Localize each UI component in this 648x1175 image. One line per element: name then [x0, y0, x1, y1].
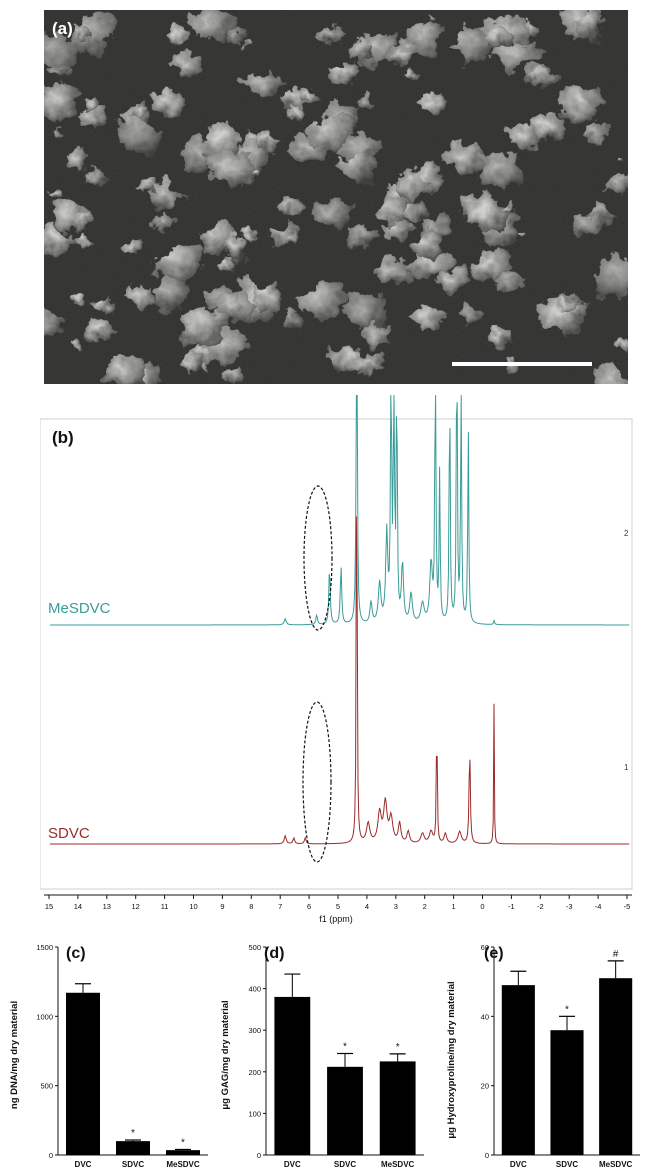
y-tick-label: 1500 — [36, 943, 53, 952]
panel-label-e: (e) — [484, 945, 504, 962]
dna-y-axis-label: ng DNA/mg dry material — [9, 1001, 20, 1109]
y-tick-label: 0 — [485, 1151, 489, 1160]
panel-label-b: (b) — [52, 428, 74, 447]
bar-dvc — [66, 992, 100, 1155]
ppm-tick-label: 12 — [132, 902, 140, 911]
ppm-tick-label: 14 — [74, 902, 82, 911]
bar-mesdvc — [166, 1150, 200, 1155]
x-category-label: DVC — [284, 1160, 301, 1169]
gag-y-axis-label: μg GAG/mg dry material — [220, 1000, 231, 1109]
ppm-tick-label: -3 — [566, 902, 573, 911]
nmr-spectra-panel: (b) MeSDVC SDVC 2 1 15 14 13 12 11 10 9 8 7 6 5 4 3 2… — [39, 394, 640, 925]
trace-label-mesdvc: MeSDVC — [48, 600, 111, 617]
bar-mesdvc — [599, 978, 633, 1155]
x-category-label: MeSDVC — [381, 1160, 415, 1169]
mesdvc-spectrum-line — [50, 394, 630, 626]
y-tick-label: 400 — [248, 985, 261, 994]
x-category-label: MeSDVC — [599, 1160, 633, 1169]
ppm-axis-ticks: 15 14 13 12 11 10 9 8 7 6 5 4 3 2 1 0 -1 -2 -3 -4 -5 — [45, 895, 631, 911]
ppm-tick-label: 4 — [365, 902, 369, 911]
x-category-label: SDVC — [556, 1160, 578, 1169]
dna-bar-chart: 0 500 1000 1500 DVC * SDVC * MeSDVC (c) ng DNA/m… — [9, 943, 208, 1169]
x-category-label: SDVC — [122, 1160, 144, 1169]
bar-sdvc — [327, 1066, 363, 1155]
bar-sdvc — [550, 1030, 584, 1155]
significance-mark: # — [613, 949, 619, 960]
bar-sdvc — [116, 1141, 150, 1155]
y-tick-label: 0 — [49, 1151, 53, 1160]
ppm-tick-label: -2 — [537, 902, 544, 911]
sdvc-spectrum-line — [50, 516, 630, 845]
sem-micrograph-panel: (a) — [44, 10, 628, 384]
significance-mark: * — [565, 1004, 569, 1015]
x-category-label: SDVC — [334, 1160, 356, 1169]
y-tick-label: 20 — [481, 1082, 489, 1091]
ppm-tick-label: 1 — [452, 902, 456, 911]
ppm-tick-label: 5 — [336, 902, 340, 911]
ppm-tick-label: 10 — [189, 902, 197, 911]
y-tick-label: 40 — [481, 1012, 489, 1021]
hydroxyproline-bar-chart-panel: 0 20 40 60 DVC * SDVC # MeSDVC (e) μg Hydroxypro… — [432, 925, 648, 1170]
bar-dvc — [274, 996, 311, 1155]
nmr-spectra-chart: (b) MeSDVC SDVC 2 1 15 14 13 12 11 10 9 8 7 6 5 4 3 2… — [39, 394, 633, 924]
ppm-tick-label: 3 — [394, 902, 398, 911]
significance-mark: * — [131, 1128, 135, 1139]
ppm-tick-label: 9 — [220, 902, 224, 911]
y-tick-label: 1000 — [36, 1012, 53, 1021]
nmr-frame — [39, 418, 633, 890]
significance-mark: * — [181, 1137, 185, 1148]
ppm-tick-label: 6 — [307, 902, 311, 911]
ppm-axis-label: f1 (ppm) — [319, 914, 353, 924]
x-category-label: MeSDVC — [166, 1160, 200, 1169]
gag-bar-chart: 0 100 200 300 400 500 DVC * SDVC * MeSDVC (d) μg G… — [220, 943, 424, 1169]
y-tick-label: 500 — [40, 1082, 53, 1091]
dna-bar-chart-panel: 0 500 1000 1500 DVC * SDVC * MeSDVC (c) ng DNA/m… — [0, 925, 216, 1170]
significance-mark: * — [396, 1042, 400, 1053]
ppm-tick-label: 8 — [249, 902, 253, 911]
ppm-tick-label: 7 — [278, 902, 282, 911]
ppm-tick-label: 11 — [161, 902, 169, 911]
ppm-tick-label: 15 — [45, 902, 53, 911]
ppm-tick-label: -1 — [508, 902, 515, 911]
panel-label-d: (d) — [264, 945, 284, 962]
y-tick-label: 200 — [248, 1068, 261, 1077]
bar-mesdvc — [379, 1061, 416, 1155]
y-tick-label: 100 — [248, 1109, 261, 1118]
y-tick-label: 60 — [481, 943, 489, 952]
ppm-tick-label: 0 — [480, 902, 484, 911]
hydroxyproline-y-axis-label: μg Hydroxyproline/mg dry material — [446, 981, 457, 1138]
ppm-tick-label: -4 — [595, 902, 602, 911]
x-category-label: DVC — [75, 1160, 92, 1169]
trace-label-sdvc: SDVC — [48, 825, 90, 842]
bar-dvc — [501, 985, 535, 1155]
right-axis-tick-2: 2 — [624, 529, 629, 538]
ppm-tick-label: -5 — [624, 902, 631, 911]
panel-label-c: (c) — [66, 945, 86, 962]
ppm-tick-label: 2 — [423, 902, 427, 911]
hydroxyproline-bar-chart: 0 20 40 60 DVC * SDVC # MeSDVC (e) μg Hydroxypro… — [446, 943, 640, 1169]
highlight-ellipse-mesdvc — [303, 485, 333, 631]
gag-bar-chart-panel: 0 100 200 300 400 500 DVC * SDVC * MeSDVC (d) μg G… — [216, 925, 432, 1170]
right-axis-tick-1: 1 — [624, 763, 629, 772]
y-tick-label: 500 — [248, 943, 261, 952]
x-category-label: DVC — [510, 1160, 527, 1169]
ppm-tick-label: 13 — [103, 902, 111, 911]
y-tick-label: 0 — [257, 1151, 261, 1160]
highlight-ellipse-sdvc — [302, 701, 332, 863]
sem-micrograph-image: (a) — [44, 10, 628, 384]
significance-mark: * — [343, 1041, 347, 1052]
panel-label-a: (a) — [52, 19, 73, 38]
y-tick-label: 300 — [248, 1026, 261, 1035]
